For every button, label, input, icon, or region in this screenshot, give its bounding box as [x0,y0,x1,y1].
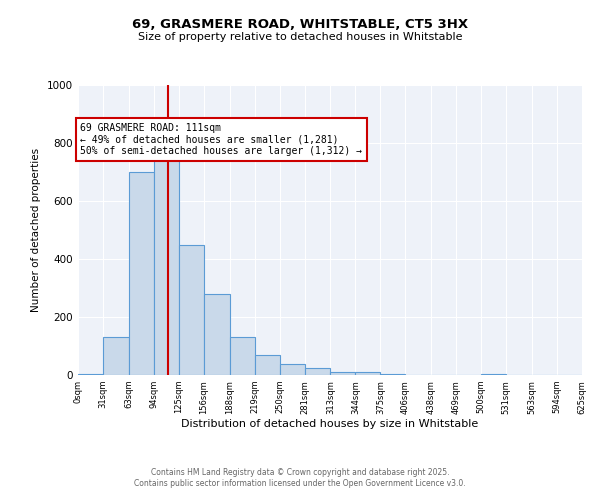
Bar [355,372,380,375]
Bar [179,244,204,375]
Text: Size of property relative to detached houses in Whitstable: Size of property relative to detached ho… [138,32,462,42]
Text: 69 GRASMERE ROAD: 111sqm
← 49% of detached houses are smaller (1,281)
50% of sem: 69 GRASMERE ROAD: 111sqm ← 49% of detach… [80,122,362,156]
Text: 69, GRASMERE ROAD, WHITSTABLE, CT5 3HX: 69, GRASMERE ROAD, WHITSTABLE, CT5 3HX [132,18,468,30]
Y-axis label: Number of detached properties: Number of detached properties [31,148,41,312]
Bar [481,374,506,375]
Text: Contains HM Land Registry data © Crown copyright and database right 2025.
Contai: Contains HM Land Registry data © Crown c… [134,468,466,487]
Bar [254,354,280,375]
Bar [230,338,254,375]
Bar [129,172,154,375]
Bar [331,372,355,375]
Bar [280,364,305,375]
Bar [204,294,230,375]
X-axis label: Distribution of detached houses by size in Whitstable: Distribution of detached houses by size … [181,420,479,430]
Bar [103,338,129,375]
Bar [78,374,103,375]
Bar [154,149,179,375]
Bar [305,368,331,375]
Bar [380,374,406,375]
